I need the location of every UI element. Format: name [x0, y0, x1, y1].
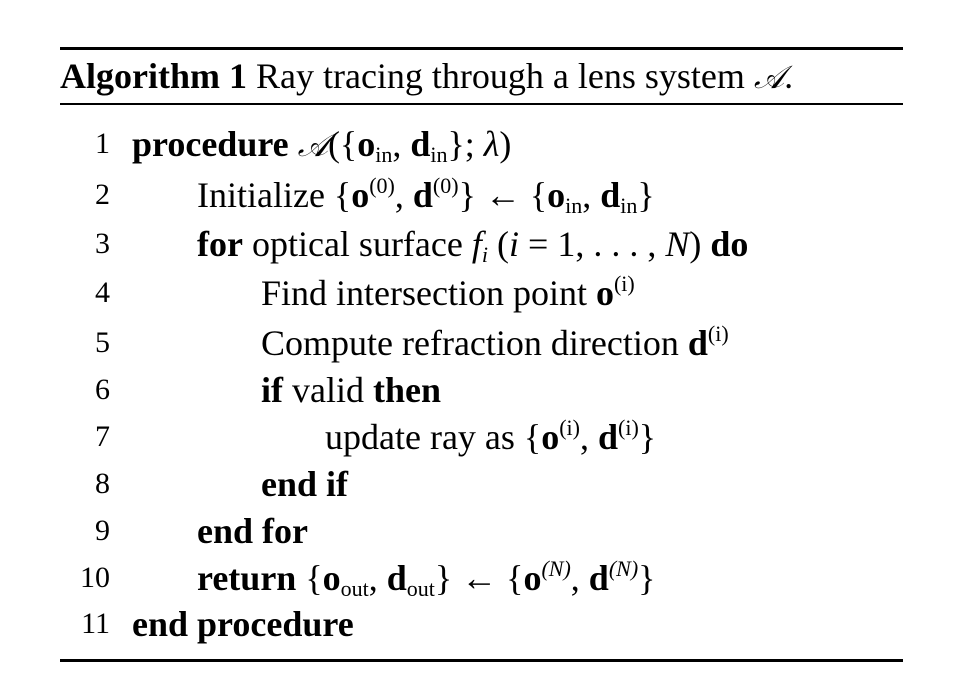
- line-number: 4: [95, 276, 110, 309]
- math-superscript: (N): [541, 556, 571, 581]
- math-symbol: i: [509, 224, 520, 264]
- math-superscript: (i): [613, 271, 635, 296]
- line-number: 9: [95, 514, 110, 547]
- math-text: ({: [327, 124, 358, 164]
- math-vector: o: [523, 558, 542, 598]
- math-vector: d: [687, 323, 708, 363]
- math-superscript: (N): [608, 556, 639, 581]
- line-number: 3: [95, 227, 110, 260]
- line-number: 8: [95, 467, 110, 500]
- line-code: end if: [261, 461, 348, 507]
- line-code: end procedure: [132, 601, 354, 647]
- line-number: 11: [81, 607, 110, 640]
- math-superscript: (0): [432, 173, 459, 198]
- math-superscript: (i): [559, 415, 580, 440]
- math-superscript: (0): [369, 173, 395, 198]
- caption-rule: [60, 103, 903, 105]
- statement-text: optical surface: [242, 224, 472, 264]
- math-text: = 1, . . . ,: [519, 224, 666, 264]
- statement-text: update ray as {: [325, 417, 542, 457]
- math-text: ,: [392, 124, 411, 164]
- line-code: update ray as {o(i), d(i)}: [325, 414, 656, 460]
- line-number: 5: [95, 326, 110, 359]
- math-superscript: (i): [707, 321, 729, 346]
- bottom-rule: [60, 659, 903, 662]
- top-rule: [60, 47, 903, 50]
- math-subscript: out: [340, 576, 369, 601]
- math-vector: d: [597, 417, 618, 457]
- caption-text: Ray tracing through a lens system: [255, 56, 745, 96]
- statement-text: ): [689, 224, 711, 264]
- math-text: } ← {: [458, 175, 548, 215]
- math-vector: d: [410, 124, 431, 164]
- math-vector: d: [412, 175, 433, 215]
- math-text: ,: [582, 175, 601, 215]
- keyword: do: [710, 224, 749, 264]
- math-subscript: out: [406, 576, 435, 601]
- math-symbol: f: [471, 224, 482, 264]
- line-code: Initialize {o(0), d(0)} ← {oin, din}: [197, 172, 655, 218]
- math-text: }: [638, 558, 656, 598]
- line-number: 6: [95, 373, 110, 406]
- math-vector: o: [541, 417, 560, 457]
- keyword: return: [197, 558, 297, 598]
- statement-text: (: [488, 224, 509, 264]
- line-code: for optical surface fi (i = 1, . . . , N…: [197, 221, 748, 267]
- math-text: ,: [579, 417, 598, 457]
- math-subscript: i: [481, 242, 488, 267]
- math-vector: o: [322, 558, 341, 598]
- caption-label: Algorithm 1: [60, 56, 247, 96]
- algorithm-caption: Algorithm 1 Ray tracing through a lens s…: [60, 52, 793, 101]
- math-text: ): [499, 124, 512, 164]
- math-subscript: in: [430, 142, 448, 167]
- statement-text: Compute refraction direction: [261, 323, 688, 363]
- line-number: 1: [95, 127, 110, 160]
- line-code: end for: [197, 508, 308, 554]
- math-vector: d: [386, 558, 407, 598]
- statement-text: valid: [283, 370, 373, 410]
- statement-text: Find intersection point: [261, 273, 596, 313]
- math-text: {: [296, 558, 323, 598]
- math-symbol: λ: [483, 124, 500, 164]
- math-vector: o: [357, 124, 376, 164]
- line-number: 7: [95, 420, 110, 453]
- math-vector: d: [588, 558, 609, 598]
- math-subscript: in: [620, 193, 638, 218]
- math-vector: o: [351, 175, 370, 215]
- math-text: ,: [368, 558, 387, 598]
- math-symbol: N: [665, 224, 690, 264]
- caption-period: .: [784, 56, 794, 96]
- line-code: if valid then: [261, 367, 441, 413]
- math-text: }: [637, 175, 655, 215]
- caption-symbol: 𝒜: [753, 58, 785, 96]
- math-subscript: in: [565, 193, 583, 218]
- keyword: if: [261, 370, 283, 410]
- math-superscript: (i): [618, 415, 639, 440]
- math-subscript: in: [375, 142, 393, 167]
- math-vector: d: [600, 175, 621, 215]
- keyword: end for: [197, 511, 308, 551]
- line-code: Find intersection point o(i): [261, 270, 635, 316]
- keyword: procedure: [132, 124, 289, 164]
- math-text: }: [638, 417, 657, 457]
- line-code: return {oout, dout} ← {o(N), d(N)}: [197, 555, 655, 601]
- math-text: ,: [394, 175, 413, 215]
- line-number: 10: [80, 561, 110, 594]
- statement-text: Initialize {: [197, 175, 352, 215]
- math-symbol: 𝒜: [297, 126, 328, 164]
- keyword: then: [372, 370, 441, 410]
- keyword: end if: [261, 464, 349, 504]
- math-text: };: [447, 124, 484, 164]
- math-text: } ← {: [434, 558, 524, 598]
- math-text: ,: [570, 558, 589, 598]
- line-number: 2: [95, 178, 110, 211]
- line-code: Compute refraction direction d(i): [261, 320, 729, 366]
- line-code: procedure 𝒜({oin, din}; λ): [132, 121, 511, 168]
- math-vector: o: [547, 175, 566, 215]
- keyword: end procedure: [132, 604, 354, 644]
- math-vector: o: [595, 273, 614, 313]
- keyword: for: [197, 224, 243, 264]
